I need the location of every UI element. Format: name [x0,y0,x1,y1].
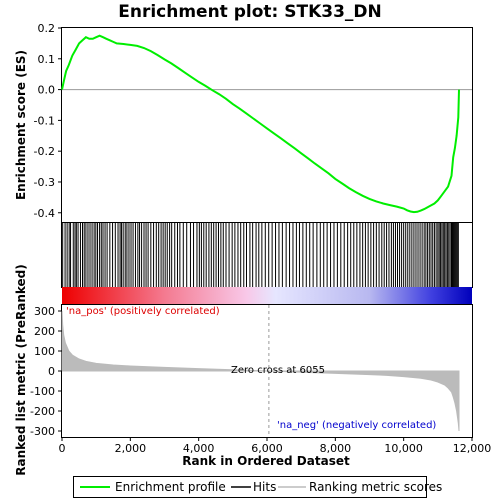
x-tick-label: 0 [59,442,66,455]
es-y-ticks: 0.2 0.1 0.0 -0.1 -0.2 -0.3 -0.4 [34,22,62,220]
x-tick-label: 2,000 [115,442,147,455]
x-ticks: 0 2,000 4,000 6,000 8,000 10,000 12,000 [59,437,492,455]
es-panel-frame [61,27,473,223]
x-tick-label: 10,000 [384,442,423,455]
metric-y-axis-label: Ranked list metric (PreRanked) [14,264,28,476]
es-panel: 0.2 0.1 0.0 -0.1 -0.2 -0.3 -0.4 Enrichment sco… [14,22,473,223]
metric-y-tick-label: 100 [34,345,55,358]
x-tick-label: 12,000 [453,442,492,455]
zero-cross-label: Zero cross at 6055 [231,365,325,376]
metric-y-tick-label: 300 [34,305,55,318]
es-y-axis-label: Enrichment score (ES) [14,50,28,200]
es-y-tick-label: -0.2 [34,145,55,158]
metric-y-tick-label: -100 [30,385,55,398]
es-y-tick-label: -0.1 [34,114,55,127]
es-y-tick-label: 0.1 [38,53,56,66]
es-line [61,34,460,214]
metric-y-tick-label: 200 [34,325,55,338]
hits-panel [61,222,473,288]
neg-label: 'na_neg' (negatively correlated) [277,420,436,431]
metric-y-tick-label: -200 [30,405,55,418]
metric-y-ticks: 300 200 100 0 -100 -200 -300 [30,305,62,438]
hit-lines [62,223,459,287]
legend-es-label: Enrichment profile [115,480,226,494]
es-y-tick-label: -0.3 [34,176,55,189]
x-tick-label: 4,000 [183,442,215,455]
legend: Enrichment profile Hits Ranking metric s… [73,476,442,498]
metric-area [61,310,460,432]
es-y-tick-label: 0.0 [38,84,56,97]
chart-title: Enrichment plot: STK33_DN [118,2,382,22]
metric-y-tick-label: -300 [30,425,55,438]
rank-color-bar [62,287,472,304]
x-tick-label: 8,000 [320,442,352,455]
es-y-tick-label: 0.2 [38,22,56,35]
es-y-tick-label: -0.4 [34,207,55,220]
legend-hits-label: Hits [253,480,276,494]
x-axis-label: Rank in Ordered Dataset [182,454,350,468]
x-tick-label: 6,000 [251,442,283,455]
metric-panel: 300 200 100 0 -100 -200 -300 0 2,000 4,000 6,000 8… [14,264,491,476]
metric-y-tick-label: 0 [48,365,55,378]
legend-metric-label: Ranking metric scores [309,480,442,494]
pos-label: 'na_pos' (positively correlated) [66,306,220,317]
